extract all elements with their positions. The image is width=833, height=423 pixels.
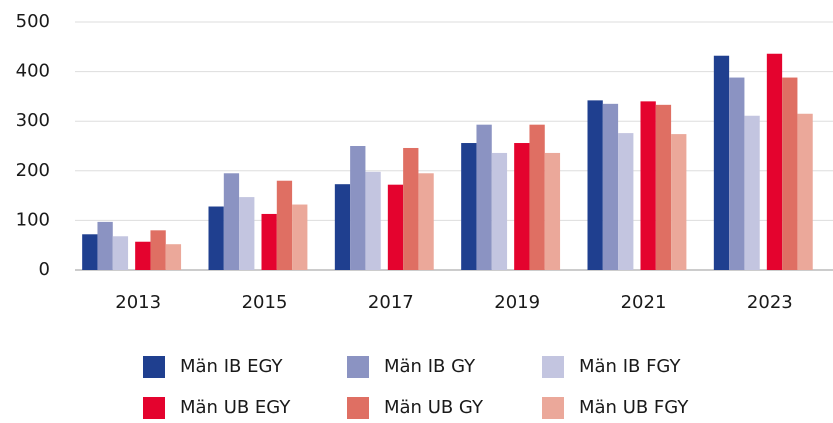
bar [544,152,561,270]
x-tick-label: 2021 [621,292,667,313]
x-tick-label: 2019 [494,292,540,313]
y-tick-label: 300 [16,110,50,131]
bar [782,77,798,270]
bar [655,104,672,270]
x-tick-label: 2013 [115,292,161,313]
bar [671,134,687,270]
bar [135,241,151,270]
y-tick-label: 400 [16,61,50,82]
y-tick-label: 500 [16,11,50,32]
bar [403,147,419,270]
bar [744,115,760,270]
bar [618,133,634,270]
legend-label: Män IB GY [384,356,476,377]
bar [276,180,293,270]
bar [640,101,656,270]
legend-swatch [347,397,369,419]
y-tick-label: 100 [16,209,50,230]
bar [208,206,224,270]
bar [418,173,434,270]
legend-swatch [542,356,564,378]
legend-label: Män IB EGY [180,356,283,377]
bar [350,146,366,270]
legend-swatch [143,397,165,419]
bar [713,55,730,271]
bar [587,100,603,270]
x-tick-label: 2015 [242,292,288,313]
legend-swatch [143,356,165,378]
bar [491,152,508,270]
bar [165,244,182,270]
bar [797,113,813,270]
bar [602,103,619,270]
bar [261,213,277,270]
bar [365,171,381,270]
legend-swatch [542,397,564,419]
bar [529,124,545,270]
bar [223,173,240,270]
bar [292,204,308,270]
bar [239,197,255,270]
bar [97,221,113,270]
x-tick-label: 2017 [368,292,414,313]
legend-label: Män UB FGY [579,397,689,418]
bar [150,230,166,270]
bar [334,184,351,270]
bar [461,143,477,270]
bar [729,77,745,270]
legend-label: Män UB EGY [180,397,291,418]
bar [82,234,98,270]
bar [766,53,783,270]
bar [476,124,492,270]
x-tick-label: 2023 [747,292,793,313]
bar [514,143,530,270]
legend-swatch [347,356,369,378]
legend-label: Män UB GY [384,397,484,418]
y-tick-label: 0 [39,259,50,280]
legend-label: Män IB FGY [579,356,681,377]
bar [387,184,404,270]
bar [112,236,129,270]
y-tick-label: 200 [16,160,50,181]
